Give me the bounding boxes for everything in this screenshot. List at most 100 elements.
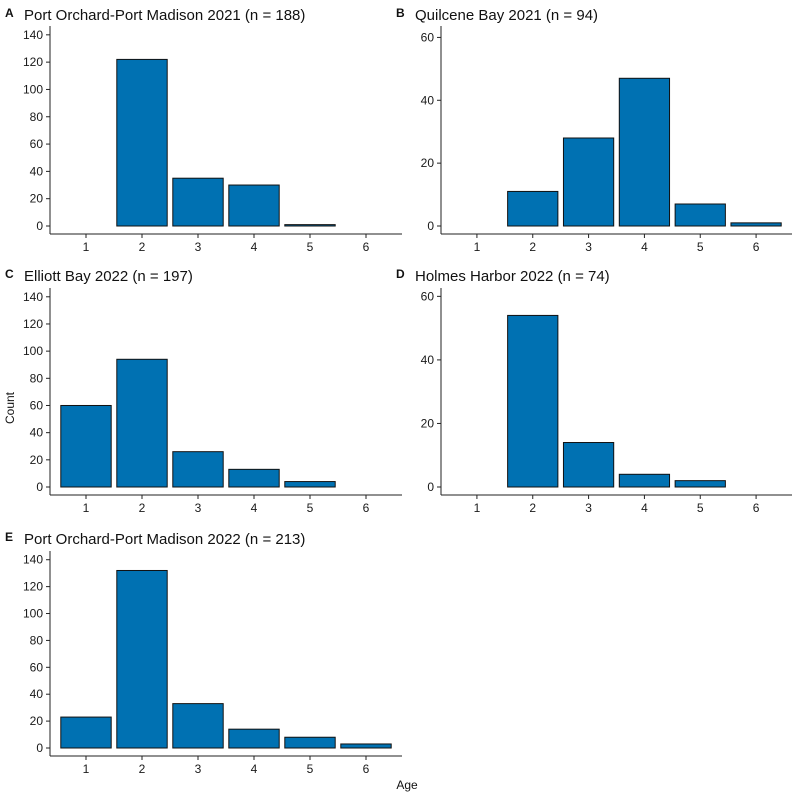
x-tick-label: 3 [195, 501, 202, 515]
bar-age-6 [340, 743, 392, 749]
panel-tag: E [5, 530, 13, 544]
x-tick-label: 4 [641, 501, 648, 515]
bar-age-4 [618, 77, 671, 227]
x-tick-label: 5 [697, 501, 704, 515]
x-axis-label: Age [396, 778, 418, 792]
bar-age-4 [228, 184, 280, 227]
x-tick-label: 6 [363, 501, 370, 515]
x-tick-label: 3 [195, 240, 202, 254]
panel-d: D Holmes Harbor 2022 (n = 74) 0 20 40 60 1 2 3 4 5… [396, 267, 792, 515]
panel-title: Quilcene Bay 2021 (n = 94) [415, 7, 598, 24]
x-tick-label: 1 [474, 240, 481, 254]
bar-age-3 [562, 137, 615, 227]
x-tick-label: 5 [307, 240, 314, 254]
x-tick-label: 1 [83, 240, 90, 254]
x-tick-label: 5 [697, 240, 704, 254]
bar-age-5 [674, 203, 726, 227]
bar-age-2 [116, 569, 168, 749]
x-tick-label: 6 [753, 501, 760, 515]
y-tick-label: 60 [421, 289, 435, 303]
x-tick-label: 3 [195, 762, 202, 776]
panel-title: Holmes Harbor 2022 (n = 74) [415, 268, 610, 285]
y-tick-label: 0 [427, 219, 434, 233]
bar-age-3 [562, 442, 615, 488]
y-tick-label: 60 [30, 660, 44, 674]
x-tick-label: 4 [641, 240, 648, 254]
y-tick-label: 0 [36, 480, 43, 494]
bar-age-5 [284, 736, 336, 749]
bar-age-4 [228, 468, 280, 488]
x-tick-label: 4 [251, 762, 258, 776]
y-tick-label: 140 [23, 28, 43, 42]
bar-age-2 [507, 314, 559, 488]
panel-tag: C [5, 267, 14, 281]
panel-title: Port Orchard-Port Madison 2022 (n = 213) [24, 531, 305, 548]
x-tick-label: 2 [139, 762, 146, 776]
y-tick-label: 120 [23, 580, 43, 594]
bar-age-1 [60, 716, 112, 749]
y-tick-label: 60 [421, 30, 435, 44]
bar-age-3 [172, 703, 224, 749]
bar-age-2 [116, 358, 168, 488]
y-tick-label: 60 [30, 398, 44, 412]
y-tick-label: 0 [427, 480, 434, 494]
bar-age-4 [618, 473, 671, 488]
y-tick-label: 80 [30, 371, 44, 385]
y-tick-label: 0 [36, 219, 43, 233]
bar-age-5 [284, 224, 336, 227]
panel-tag: D [396, 267, 405, 281]
y-tick-label: 140 [23, 290, 43, 304]
y-tick-label: 80 [30, 110, 44, 124]
panel-c: C Elliott Bay 2022 (n = 197) 0 20 40 60 80 100 1… [5, 267, 402, 515]
y-tick-label: 20 [30, 192, 44, 206]
panel-a: A Port Orchard-Port Madison 2021 (n = 188… [5, 6, 402, 254]
bar-age-3 [172, 451, 224, 488]
panels: A Port Orchard-Port Madison 2021 (n = 188… [5, 6, 792, 776]
bar-age-5 [674, 480, 726, 488]
y-tick-label: 0 [36, 741, 43, 755]
panel-e: E Port Orchard-Port Madison 2022 (n = 213… [5, 530, 402, 776]
x-tick-label: 2 [529, 240, 536, 254]
y-tick-label: 40 [30, 164, 44, 178]
x-tick-label: 2 [529, 501, 536, 515]
panel-tag: A [5, 6, 14, 20]
y-tick-label: 120 [23, 317, 43, 331]
y-tick-label: 40 [30, 687, 44, 701]
y-axis-label: Count [3, 391, 17, 424]
y-tick-label: 100 [23, 607, 43, 621]
x-tick-label: 1 [83, 501, 90, 515]
x-tick-label: 2 [139, 240, 146, 254]
panel-title: Port Orchard-Port Madison 2021 (n = 188) [24, 7, 305, 24]
y-tick-label: 100 [23, 344, 43, 358]
x-tick-label: 6 [363, 240, 370, 254]
y-tick-label: 20 [421, 416, 435, 430]
panel-b: B Quilcene Bay 2021 (n = 94) 0 20 40 60 1 2 3 4 5 6 [396, 6, 792, 254]
x-tick-label: 2 [139, 501, 146, 515]
panel-title: Elliott Bay 2022 (n = 197) [24, 268, 193, 285]
y-tick-label: 60 [30, 137, 44, 151]
bar-age-3 [172, 177, 224, 227]
y-tick-label: 20 [30, 453, 44, 467]
bar-age-5 [284, 481, 336, 488]
y-tick-label: 80 [30, 633, 44, 647]
y-tick-label: 40 [421, 353, 435, 367]
y-tick-label: 120 [23, 55, 43, 69]
y-tick-label: 40 [421, 93, 435, 107]
panel-tag: B [396, 6, 405, 20]
x-tick-label: 1 [474, 501, 481, 515]
bar-age-4 [228, 728, 280, 749]
x-tick-label: 4 [251, 240, 258, 254]
bar-age-2 [507, 190, 559, 227]
bar-age-1 [60, 404, 112, 488]
y-tick-label: 40 [30, 426, 44, 440]
y-tick-label: 20 [30, 714, 44, 728]
x-tick-label: 3 [585, 501, 592, 515]
x-tick-label: 1 [83, 762, 90, 776]
x-tick-label: 4 [251, 501, 258, 515]
x-tick-label: 6 [753, 240, 760, 254]
y-tick-label: 140 [23, 553, 43, 567]
x-tick-label: 5 [307, 762, 314, 776]
bar-age-6 [730, 222, 782, 227]
x-tick-label: 5 [307, 501, 314, 515]
